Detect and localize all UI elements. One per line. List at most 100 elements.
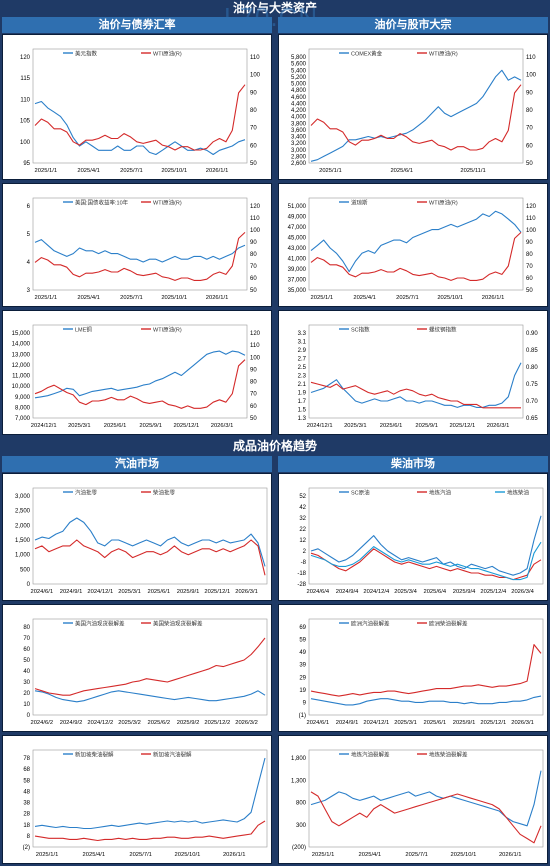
chart-svg: 欧洲汽油裂解差 欧洲柴油裂解差 (1) 9 19 29 39 49 59 69 2024/6/1 20… bbox=[299, 618, 544, 726]
y-tick-label-right: 60 bbox=[250, 143, 257, 149]
y-tick-label-left: 3,000 bbox=[291, 148, 307, 154]
y-tick-label-left: 69 bbox=[299, 625, 306, 631]
x-tick-label: 2025/7/1 bbox=[405, 852, 428, 858]
y-tick-label-right: 60 bbox=[526, 276, 533, 282]
y-tick-label-right: 50 bbox=[526, 161, 533, 167]
x-tick-label: 2025/9/1 bbox=[453, 720, 476, 726]
y-tick-label-left: 30 bbox=[23, 680, 30, 686]
y-tick-label-left: 1,300 bbox=[291, 778, 307, 784]
x-tick-label: 2025/10/1 bbox=[161, 295, 187, 301]
y-tick-label-left: 47,000 bbox=[288, 225, 307, 231]
plot-area bbox=[32, 48, 248, 164]
y-tick-label-left: 1.3 bbox=[298, 416, 307, 422]
y-tick-label-left: 70 bbox=[23, 636, 30, 642]
y-tick-label-left: 1.9 bbox=[298, 391, 307, 397]
x-tick-label: 2025/3/1 bbox=[394, 720, 417, 726]
x-tick-label: 2024/6/1 bbox=[30, 589, 53, 595]
y-tick-label-right: 0.85 bbox=[526, 348, 538, 354]
y-tick-label-left: 1,800 bbox=[291, 756, 307, 762]
x-tick-label: 2025/3/1 bbox=[68, 423, 91, 429]
y-tick-label-left: 39 bbox=[299, 663, 306, 669]
y-tick-label-right: 110 bbox=[526, 216, 536, 222]
y-tick-label-right: 0.70 bbox=[526, 399, 538, 405]
y-tick-label-left: 35,000 bbox=[288, 288, 307, 294]
x-tick-label: 2025/9/1 bbox=[177, 589, 200, 595]
legend-label: 欧洲柴油裂解差 bbox=[429, 620, 468, 628]
y-tick-label-left: 68 bbox=[23, 767, 30, 773]
x-tick-label: 2025/1/1 bbox=[311, 295, 334, 301]
legend-label: 道琼斯 bbox=[351, 199, 368, 207]
y-tick-label-right: 70 bbox=[250, 126, 257, 132]
chart-svg: 美国汽油现货裂解差 美国柴油现货裂解差 0 10 20 30 40 50 60 70 80 2024/… bbox=[23, 618, 268, 726]
y-tick-label-left: 58 bbox=[23, 778, 30, 784]
y-tick-label-right: 70 bbox=[526, 264, 533, 270]
y-tick-label-left: 3,200 bbox=[291, 141, 307, 147]
y-tick-label-left: 4,000 bbox=[291, 115, 307, 121]
x-tick-label: 2025/3/2 bbox=[118, 720, 141, 726]
chart-svg: COMEX黄金 WTI原油(R) 2,6002,8003,0003,2003,400… bbox=[291, 48, 537, 174]
y-tick-label-left: 800 bbox=[296, 801, 307, 807]
x-tick-label: 2025/3/4 bbox=[394, 589, 417, 595]
y-tick-label-left: 8,000 bbox=[15, 405, 31, 411]
x-tick-label: 2026/3/1 bbox=[211, 423, 234, 429]
x-tick-label: 2025/6/1 bbox=[147, 589, 170, 595]
x-tick-label: 2025/10/1 bbox=[451, 852, 477, 858]
y-tick-label-left: 0 bbox=[27, 582, 31, 588]
y-tick-label-right: 120 bbox=[250, 204, 261, 210]
legend-label: WTI原油(R) bbox=[153, 326, 182, 334]
y-tick-label-left: -18 bbox=[297, 571, 306, 577]
legend-label: 汽油批零 bbox=[75, 489, 98, 497]
y-tick-label-left: 1.5 bbox=[298, 408, 307, 414]
x-tick-label: 2026/3/1 bbox=[487, 423, 510, 429]
chart-panel-teapot-cracks: 地炼汽油裂解差 地炼柴油裂解差 (200) 300 800 1,300 1,800 2025/… bbox=[278, 735, 548, 864]
x-tick-label: 2025/4/1 bbox=[77, 168, 100, 174]
y-tick-label-right: 70 bbox=[250, 392, 257, 398]
chart-panel-usd-wti: 美元指数 WTI原油(R) 95 100 105 110 115 120 50 60 70 80 90 1… bbox=[2, 34, 272, 180]
series-line bbox=[34, 757, 266, 830]
chart-panel-gasoline-margin: 汽油批零 柴油批零 0 500 1,000 1,500 2,000 2,500 3,000 202… bbox=[2, 473, 272, 601]
x-tick-label: 2024/6/4 bbox=[306, 589, 329, 595]
y-tick-label-right: 90 bbox=[526, 240, 533, 246]
y-tick-label-left: 10,000 bbox=[12, 384, 31, 390]
x-tick-label: 2025/9/1 bbox=[415, 423, 438, 429]
y-tick-label-right: 110 bbox=[250, 55, 260, 61]
y-tick-label-left: (2) bbox=[23, 845, 30, 851]
x-tick-label: 2025/11/1 bbox=[460, 168, 485, 174]
y-tick-label-left: 3,000 bbox=[15, 494, 31, 500]
y-tick-label-left: 120 bbox=[20, 55, 31, 61]
y-tick-label-left: 3,600 bbox=[291, 128, 307, 134]
chart-svg: 汽油批零 柴油批零 0 500 1,000 1,500 2,000 2,500 3,000 202… bbox=[15, 487, 268, 595]
y-tick-label-left: 95 bbox=[23, 161, 30, 167]
y-tick-label-left: 110 bbox=[20, 97, 30, 103]
y-tick-label-left: 9,000 bbox=[15, 395, 31, 401]
series-line bbox=[310, 362, 522, 408]
y-tick-label-right: 80 bbox=[526, 252, 533, 258]
legend-label: 美国柴油现货裂解差 bbox=[153, 620, 203, 628]
chart-panel-us-cracks: 美国汽油现货裂解差 美国柴油现货裂解差 0 10 20 30 40 50 60 70 80 2024/… bbox=[2, 604, 272, 732]
series-line bbox=[310, 381, 521, 409]
series-line bbox=[34, 820, 266, 842]
chart-panel-ust10y-wti: 美国:国债收益率:10年 WTI原油(R) 3 4 5 6 50 60 70 80 90 100 110… bbox=[2, 183, 272, 307]
y-tick-label-right: 80 bbox=[250, 252, 257, 258]
y-tick-label-left: 50 bbox=[23, 658, 30, 664]
y-tick-label-left: 3,400 bbox=[291, 135, 307, 141]
legend-label: WTI原油(R) bbox=[153, 199, 182, 207]
x-tick-label: 2024/12/2 bbox=[87, 720, 113, 726]
y-tick-label-left: 4,400 bbox=[291, 101, 307, 107]
series-line bbox=[310, 541, 542, 581]
y-tick-label-left: 49,000 bbox=[288, 215, 307, 221]
x-tick-label: 2025/12/4 bbox=[480, 589, 507, 595]
y-tick-label-left: (200) bbox=[292, 845, 306, 851]
y-tick-label-right: 60 bbox=[250, 276, 257, 282]
y-tick-label-left: 11,000 bbox=[12, 374, 31, 380]
y-tick-label-left: 40 bbox=[23, 669, 30, 675]
y-tick-label-left: 2,800 bbox=[291, 154, 307, 160]
legend-label: 地炼汽油 bbox=[429, 489, 452, 497]
y-tick-label-left: 42 bbox=[299, 505, 306, 511]
x-tick-label: 2024/12/4 bbox=[363, 589, 390, 595]
y-tick-label-left: 2.1 bbox=[298, 382, 307, 388]
x-tick-label: 2025/9/4 bbox=[453, 589, 476, 595]
legend-label: 地炼柴油裂解差 bbox=[429, 751, 468, 759]
chart-panel-dji-wti: 道琼斯 WTI原油(R) 35,000 37,000 39,000 41,000 43,00… bbox=[278, 183, 548, 307]
y-tick-label-left: 2,000 bbox=[15, 523, 31, 529]
